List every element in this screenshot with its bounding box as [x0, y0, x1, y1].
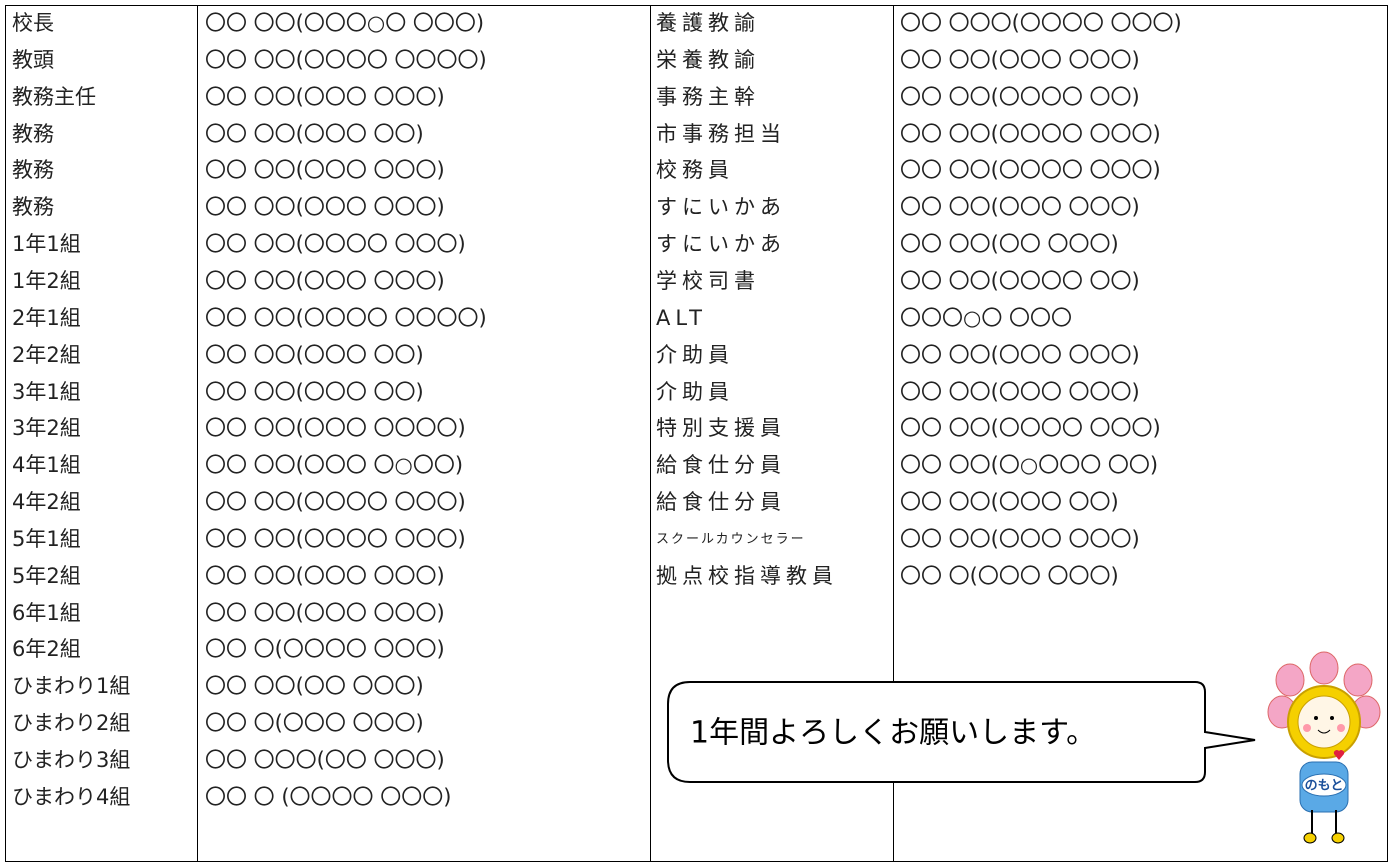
- role: 3年1組: [12, 379, 81, 404]
- staff-name: 〇〇 〇〇(〇〇〇 〇〇〇): [900, 379, 1140, 404]
- mascot: のもと: [1267, 651, 1381, 844]
- role: 栄養教諭: [656, 47, 760, 72]
- role: 校務員: [656, 158, 734, 183]
- staff-name: 〇〇 〇〇〇(〇〇 〇〇〇): [205, 748, 445, 772]
- staff-name: 〇〇 〇〇(〇〇〇〇 〇〇〇): [205, 490, 466, 515]
- role: 事務主幹: [656, 84, 760, 109]
- border-left: [5, 5, 6, 862]
- staff-name: 〇〇 〇〇(〇〇〇 〇〇〇): [205, 563, 445, 588]
- staff-name: 〇〇 〇〇(〇〇〇〇 〇〇〇〇): [205, 305, 487, 330]
- role: 教務主任: [12, 84, 96, 109]
- staff-name: 〇〇 〇〇(〇〇〇 〇〇〇): [205, 268, 445, 293]
- staff-name: 〇〇 〇〇(〇〇〇 〇〇〇): [205, 84, 445, 109]
- staff-name: 〇〇 〇〇(〇〇〇〇 〇〇〇): [900, 416, 1161, 441]
- staff-name: 〇〇 〇〇(〇〇〇〇 〇〇): [900, 268, 1140, 293]
- role: 市事務担当: [656, 121, 786, 146]
- role: 6年2組: [12, 637, 81, 662]
- role: 給食仕分員: [656, 490, 786, 515]
- role: 教務: [12, 158, 54, 183]
- bubble-text: 1年間よろしくお願いします。: [690, 716, 1096, 751]
- staff-name: 〇〇 〇〇(〇〇 〇〇〇): [900, 232, 1119, 257]
- role: 2年2組: [12, 342, 81, 367]
- staff-name: 〇〇 〇〇(〇〇〇 〇〇): [900, 490, 1119, 515]
- role: 3年2組: [12, 416, 81, 441]
- role: 特別支援員: [656, 416, 786, 441]
- staff-name: 〇〇 〇〇(〇〇〇 〇〇〇): [205, 158, 445, 183]
- role: 5年1組: [12, 526, 81, 551]
- staff-name: 〇〇 〇 (〇〇〇〇 〇〇〇): [205, 784, 452, 809]
- role: 給食仕分員: [656, 453, 786, 478]
- role: ひまわり2組: [12, 711, 131, 736]
- staff-name: 〇〇 〇〇(〇〇〇 〇〇): [205, 342, 424, 367]
- staff-name: 〇〇〇○〇 〇〇〇: [900, 305, 1072, 330]
- staff-name: 〇〇 〇〇(〇〇〇 〇〇〇): [900, 526, 1140, 551]
- role: 学校司書: [656, 268, 760, 293]
- staff-name: 〇〇 〇〇〇(〇〇〇〇 〇〇〇): [900, 11, 1182, 35]
- staff-name: 〇〇 〇〇(〇〇〇 〇○〇〇): [205, 453, 464, 478]
- staff-name: 〇〇 〇〇(〇〇〇 〇〇〇): [900, 342, 1140, 367]
- border-right: [1387, 5, 1388, 862]
- staff-name: 〇〇 〇(〇〇〇〇 〇〇〇): [205, 637, 445, 662]
- role: 拠点校指導教員: [656, 563, 838, 588]
- role: 介助員: [656, 342, 734, 367]
- staff-name: 〇〇 〇〇(〇〇〇〇 〇〇〇): [205, 232, 466, 257]
- staff-name: 〇〇 〇〇(〇〇〇〇 〇〇〇): [900, 121, 1161, 146]
- role: すにいかあ: [656, 195, 786, 220]
- staff-name: 〇〇 〇〇(〇〇〇〇 〇〇〇): [900, 158, 1161, 183]
- column-divider: [893, 5, 894, 862]
- role: 介助員: [656, 379, 734, 404]
- role: スクールカウンセラー: [656, 531, 806, 547]
- role: 4年2組: [12, 490, 81, 515]
- staff-name: 〇〇 〇(〇〇〇 〇〇〇): [205, 711, 424, 736]
- role: 4年1組: [12, 453, 81, 478]
- staff-name: 〇〇 〇〇(〇〇 〇〇〇): [205, 674, 424, 699]
- role: 1年1組: [12, 232, 81, 257]
- role: 教頭: [12, 47, 54, 72]
- staff-name: 〇〇 〇(〇〇〇 〇〇〇): [900, 563, 1119, 588]
- staff-name: 〇〇 〇〇(〇○〇〇〇 〇〇): [900, 453, 1159, 478]
- column-divider: [650, 5, 651, 862]
- border-bottom: [5, 861, 1388, 862]
- staff-name: 〇〇 〇〇(〇〇〇 〇〇〇): [900, 195, 1140, 220]
- staff-name: 〇〇 〇〇(〇〇〇 〇〇): [205, 121, 424, 146]
- role: ひまわり3組: [12, 748, 131, 772]
- staff-name: 〇〇 〇〇(〇〇〇〇 〇〇〇): [205, 526, 466, 551]
- staff-name: 〇〇 〇〇(〇〇〇 〇〇〇〇): [205, 416, 466, 441]
- staff-name: 〇〇 〇〇(〇〇〇〇 〇〇〇〇): [205, 47, 487, 72]
- speech-bubble: [667, 681, 1256, 783]
- role: 養護教諭: [656, 11, 760, 35]
- column-divider: [197, 5, 198, 862]
- staff-name: 〇〇 〇〇(〇〇〇 〇〇〇): [900, 47, 1140, 72]
- role: 6年1組: [12, 600, 81, 625]
- role: 5年2組: [12, 563, 81, 588]
- role: ALT: [656, 305, 708, 330]
- role: 2年1組: [12, 305, 81, 330]
- border-top: [5, 5, 1388, 6]
- mascot-label: のもと: [1305, 779, 1344, 794]
- role: 1年2組: [12, 268, 81, 293]
- staff-name: 〇〇 〇〇(〇〇〇○〇 〇〇〇): [205, 11, 485, 35]
- role: ひまわり1組: [12, 674, 131, 699]
- role: 教務: [12, 195, 54, 220]
- role: 校長: [12, 11, 54, 35]
- staff-name: 〇〇 〇〇(〇〇〇 〇〇〇): [205, 600, 445, 625]
- staff-name: 〇〇 〇〇(〇〇〇 〇〇〇): [205, 195, 445, 220]
- staff-name: 〇〇 〇〇(〇〇〇 〇〇): [205, 379, 424, 404]
- role: 教務: [12, 121, 54, 146]
- role: すにいかあ: [656, 232, 786, 257]
- role: ひまわり4組: [12, 784, 131, 809]
- staff-name: 〇〇 〇〇(〇〇〇〇 〇〇): [900, 84, 1140, 109]
